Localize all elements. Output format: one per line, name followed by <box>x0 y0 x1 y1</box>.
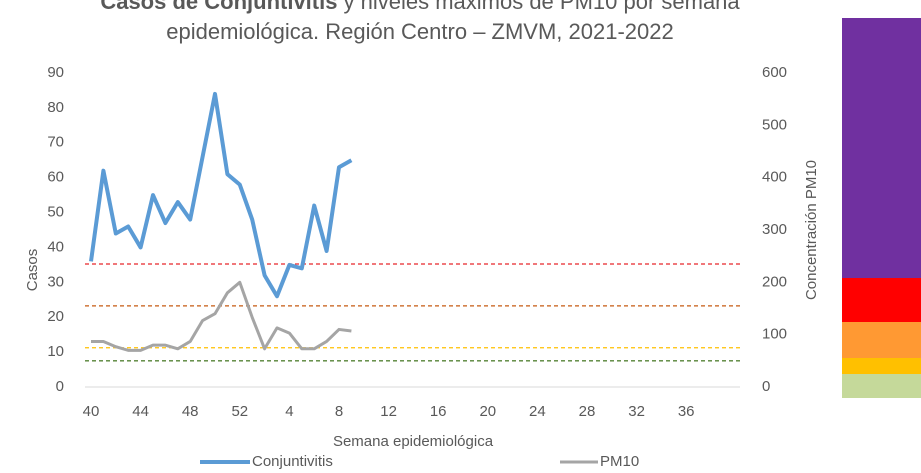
x-tick-label: 4 <box>285 403 293 420</box>
y2-tick-label: 400 <box>762 169 787 186</box>
x-tick-label: 40 <box>83 403 100 420</box>
y-tick-label: 60 <box>47 169 64 186</box>
x-tick-label: 12 <box>380 403 397 420</box>
color-scale <box>842 18 921 398</box>
y2-axis-label: Concentración PM10 <box>803 160 820 300</box>
x-tick-label: 8 <box>335 403 343 420</box>
y-tick-label: 70 <box>47 134 64 151</box>
series-line <box>89 91 353 299</box>
x-tick-label: 36 <box>678 403 695 420</box>
title-bold: Casos de Conjuntivitis <box>100 0 337 14</box>
series-line <box>91 280 352 352</box>
legend-label: Conjuntivitis <box>252 453 333 470</box>
y-tick-label: 0 <box>56 378 64 395</box>
x-axis-label: Semana epidemiológica <box>333 433 494 450</box>
y-tick-label: 10 <box>47 343 64 360</box>
y2-tick-label: 100 <box>762 326 787 343</box>
legend-label: PM10 <box>600 453 639 470</box>
y-tick-label: 50 <box>47 204 64 221</box>
y2-tick-label: 600 <box>762 64 787 81</box>
y-axis-label: Casos <box>24 249 41 292</box>
y2-tick-label: 0 <box>762 378 770 395</box>
chart-title: Casos de Conjuntivitis y niveles máximos … <box>100 0 740 14</box>
x-tick-label: 24 <box>529 403 546 420</box>
x-tick-label: 16 <box>430 403 447 420</box>
x-tick-label: 20 <box>479 403 496 420</box>
chart-subtitle: epidemiológica. Región Centro – ZMVM, 20… <box>166 19 674 44</box>
y-tick-label: 40 <box>47 238 64 255</box>
x-tick-label: 48 <box>182 403 199 420</box>
x-tick-label: 32 <box>628 403 645 420</box>
x-tick-label: 44 <box>132 403 149 420</box>
scale-green <box>842 374 921 398</box>
y-tick-label: 30 <box>47 273 64 290</box>
title-line1: y niveles máximos de PM10 por semana <box>343 0 740 14</box>
scale-red <box>842 278 921 322</box>
scale-yellow <box>842 358 921 374</box>
y2-tick-label: 200 <box>762 273 787 290</box>
x-tick-label: 28 <box>579 403 596 420</box>
y2-tick-label: 500 <box>762 116 787 133</box>
y-tick-label: 80 <box>47 99 64 116</box>
scale-orange <box>842 322 921 358</box>
y-tick-label: 90 <box>47 64 64 81</box>
y-tick-label: 20 <box>47 308 64 325</box>
y2-tick-label: 300 <box>762 221 787 238</box>
scale-purple <box>842 18 921 278</box>
x-tick-label: 52 <box>231 403 248 420</box>
